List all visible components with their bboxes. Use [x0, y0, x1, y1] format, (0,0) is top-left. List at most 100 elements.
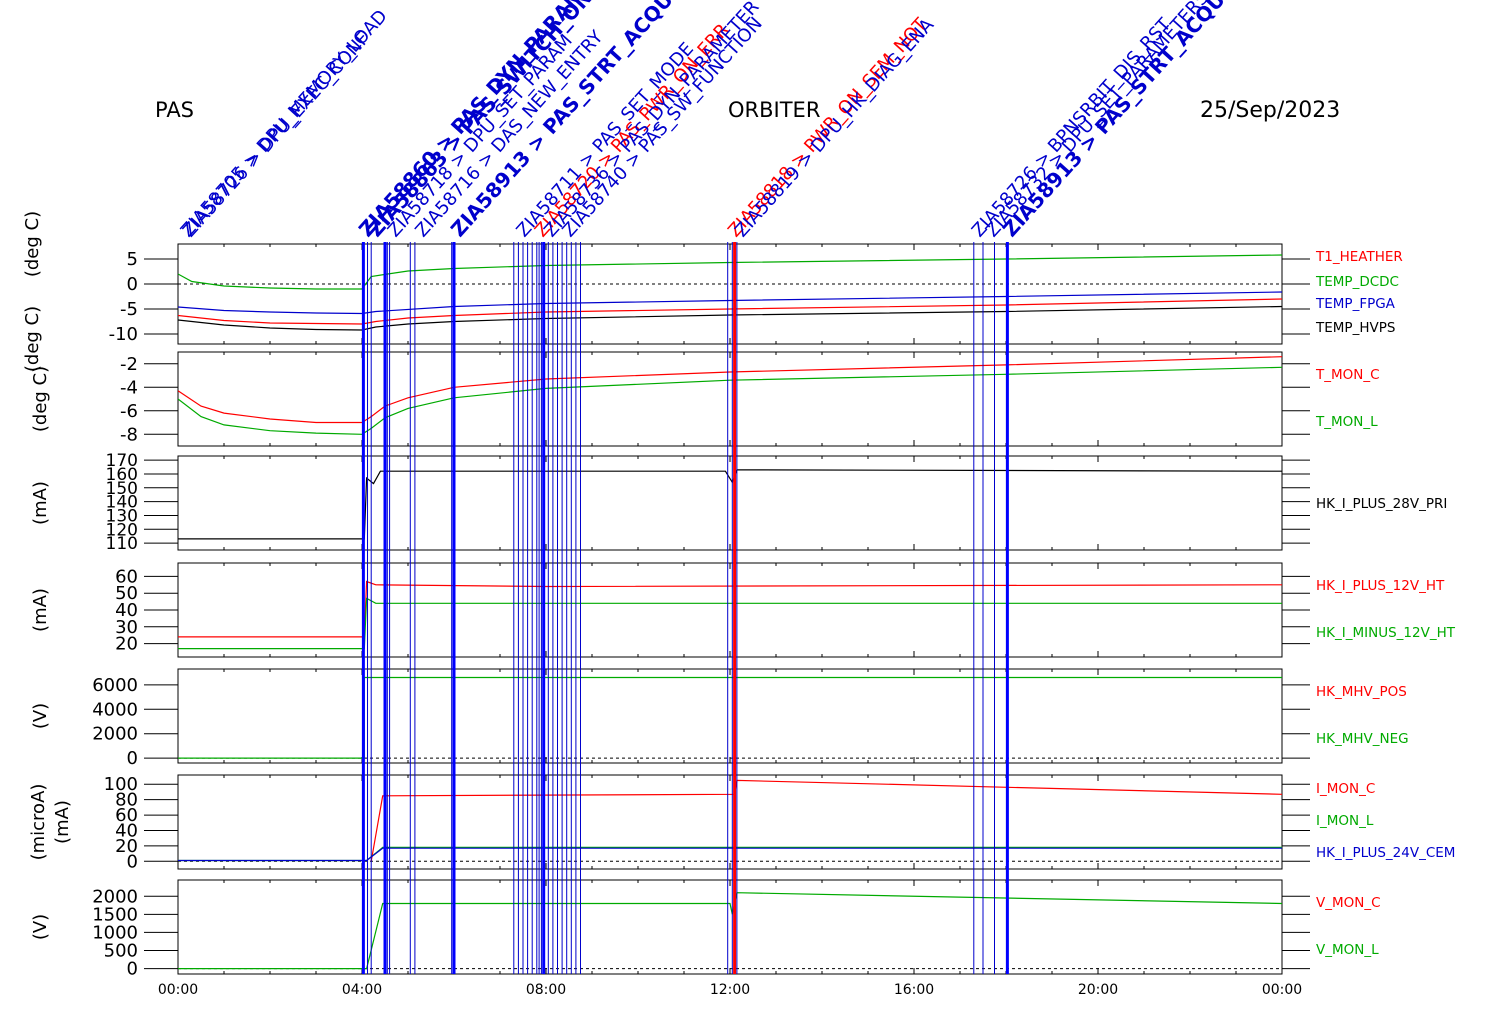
x-tick-label: 08:00	[526, 982, 566, 998]
event-label: ZIA58726 > DPU_EXEC_CONF	[179, 28, 374, 241]
legend-temp-fpga: TEMP_FPGA	[1315, 296, 1396, 312]
series-line-i-mon-l	[178, 846, 1282, 862]
event-lines	[361, 242, 1009, 974]
y-tick-label: 0	[127, 274, 138, 295]
legend-hk-i-plus-28v-pri: HK_I_PLUS_28V_PRI	[1316, 496, 1447, 512]
y-tick-label: 80	[115, 790, 138, 811]
y-tick-label: 6000	[92, 675, 138, 696]
panels: 50-5-10(deg C)(deg C) T1_HEATHERTEMP_DCDC…	[22, 211, 1456, 980]
y-tick-label: 120	[106, 520, 138, 540]
event-label: ZIA58819 > DPU_HK_DIAG_ENA	[731, 14, 939, 241]
legend-hk-mhv-pos: HK_MHV_POS	[1316, 684, 1407, 700]
legend-v-mon-l: V_MON_L	[1316, 942, 1379, 958]
y-axis-label: (V)	[30, 914, 51, 940]
legend-t-mon-l: T_MON_L	[1315, 414, 1378, 430]
y-tick-label: 60	[115, 566, 138, 587]
y-tick-label: -2	[120, 354, 138, 375]
panel-1: 5 0 -5 -10 (deg C) (deg C) T1_HEATHER TEMP_DCDC…	[22, 211, 1403, 372]
x-tick-label: 16:00	[894, 982, 934, 998]
panel-frame	[177, 879, 1283, 975]
panel-5: 6000 4000 2000 0 (V) HK_MHV_POS HK_MHV_NEG	[30, 668, 1409, 769]
header-left: PAS	[155, 98, 194, 122]
legend-hk-i-plus-24v-cem: HK_I_PLUS_24V_CEM	[1316, 845, 1455, 861]
y-tick-label: 4000	[92, 699, 138, 720]
y-tick-label: 2000	[92, 724, 138, 745]
series-line-hk-i-plus-24v-cem	[178, 847, 1282, 862]
series-line-hk-i-minus-12v-ht	[178, 597, 1282, 650]
panel-frame	[177, 351, 1283, 447]
series-line-t1-heather	[178, 298, 1282, 325]
y-tick-label: 0	[127, 748, 138, 769]
legend-i-mon-c: I_MON_C	[1316, 781, 1375, 797]
y-tick-label: 500	[104, 941, 138, 962]
panel-2: -2-4 -6-8 (deg C) T_MON_C T_MON_L	[30, 351, 1380, 447]
panel-frame	[177, 243, 1283, 345]
y-axis-label: (deg C)	[22, 306, 43, 372]
panel-frame	[177, 455, 1283, 551]
series-line-hk-i-plus-12v-ht	[178, 580, 1282, 638]
header-center: ORBITER	[728, 98, 820, 122]
y-tick-label: -4	[120, 377, 138, 398]
y-tick-label: 130	[106, 506, 138, 526]
y-tick-label: 110	[106, 534, 138, 554]
y-tick-label: -6	[120, 401, 138, 422]
legend-hk-i-plus-12v-ht: HK_I_PLUS_12V_HT	[1316, 578, 1445, 594]
y-tick-label: 150	[106, 479, 138, 499]
series-line-v-mon-l	[178, 892, 1282, 970]
y-tick-label: 5	[127, 249, 138, 270]
series-line-i-mon-c	[370, 779, 1282, 862]
x-axis: 00:00 04:00 08:00 12:00 16:00 20:00 00:00	[158, 982, 1302, 998]
panel-frame	[177, 562, 1283, 658]
legend-hk-i-minus-12v-ht: HK_I_MINUS_12V_HT	[1316, 625, 1456, 641]
y-axis-label: (mA)	[30, 481, 51, 525]
y-tick-label: 170	[106, 451, 138, 471]
series-line-temp-hvps	[178, 305, 1282, 331]
legend-t-mon-c: T_MON_C	[1315, 367, 1380, 383]
x-tick-label: 12:00	[710, 982, 750, 998]
y-axis-label: (V)	[30, 703, 51, 729]
y-axis-label: (mA)	[30, 588, 51, 632]
y-axis-label-2: (mA)	[52, 800, 73, 844]
series-line-hk-i-plus-28v-pri	[178, 469, 1282, 540]
y-axis-label: (microA)	[28, 784, 49, 861]
y-tick-label: -5	[120, 299, 138, 320]
series-line-t-mon-c	[178, 356, 1282, 424]
y-tick-label: 0	[127, 851, 138, 872]
header-right: 25/Sep/2023	[1200, 98, 1340, 123]
y-tick-label: -10	[109, 324, 138, 345]
y-tick-label: 160	[106, 465, 138, 485]
series-line-t-mon-l	[178, 366, 1282, 435]
x-tick-label: 00:00	[1262, 982, 1302, 998]
x-tick-label: 04:00	[342, 982, 382, 998]
y-tick-label: -8	[120, 424, 138, 445]
y-tick-label: 2000	[92, 886, 138, 907]
panel-frame	[177, 774, 1283, 870]
y-axis-label: (deg C)	[30, 366, 51, 432]
legend-hk-mhv-neg: HK_MHV_NEG	[1316, 731, 1409, 747]
legend-t1-heather: T1_HEATHER	[1315, 249, 1403, 265]
x-tick-label: 20:00	[1078, 982, 1118, 998]
y-tick-label: 30	[115, 617, 138, 638]
y-tick-label: 100	[104, 774, 138, 795]
y-tick-label: 50	[115, 583, 138, 604]
legend-temp-dcdc: TEMP_DCDC	[1315, 274, 1399, 290]
y-tick-label: 20	[115, 836, 138, 857]
y-tick-label: 140	[106, 493, 138, 513]
legend-v-mon-c: V_MON_C	[1316, 895, 1381, 911]
legend-i-mon-l: I_MON_L	[1316, 813, 1374, 829]
y-tick-label: 60	[115, 805, 138, 826]
y-tick-label: 20	[115, 634, 138, 655]
panel-frame	[177, 668, 1283, 764]
y-tick-label: 0	[127, 959, 138, 980]
y-tick-label: 40	[115, 820, 138, 841]
series-line-hk-mhv-neg	[178, 676, 1282, 759]
legend-temp-hvps: TEMP_HVPS	[1315, 320, 1395, 336]
y-tick-label: 40	[115, 600, 138, 621]
series-line-temp-fpga	[178, 291, 1282, 315]
y-axis-label-2: (deg C)	[22, 211, 43, 277]
